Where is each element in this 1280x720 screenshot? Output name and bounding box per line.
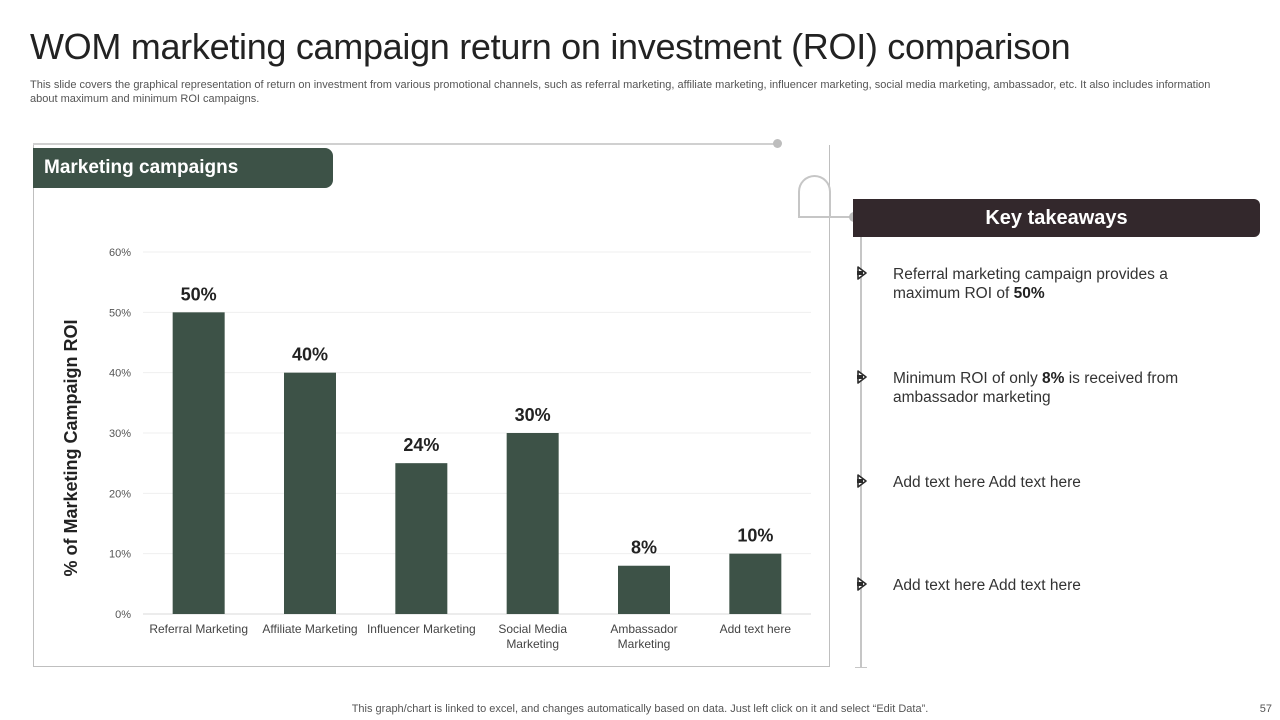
page-subtitle: This slide covers the graphical represen…: [30, 79, 1211, 105]
bar[interactable]: [506, 433, 559, 614]
data-label: 10%: [737, 526, 773, 546]
bar[interactable]: [729, 553, 782, 614]
gridlines: [143, 251, 811, 615]
takeaways-timeline-end: [855, 667, 867, 668]
y-tick-label: 60%: [109, 247, 131, 259]
y-tick-label: 0%: [115, 609, 131, 621]
chart-top-divider: [33, 143, 777, 145]
arrow-bullet-icon: [857, 266, 867, 280]
data-labels: 50% 40% 24% 30% 8% 10%: [181, 284, 774, 557]
x-tick-label: Ambassador Marketing: [610, 622, 677, 651]
takeaway-text: Add text here Add text here: [893, 577, 1081, 594]
data-label: 24%: [403, 435, 439, 455]
arrow-bullet-icon: [857, 474, 867, 488]
page-title: WOM marketing campaign return on investm…: [30, 26, 1071, 67]
y-tick-label: 10%: [109, 549, 131, 561]
y-tick-label: 20%: [109, 488, 131, 500]
arrow-bullet-icon: [857, 577, 867, 591]
data-label: 40%: [292, 345, 328, 365]
data-label: 8%: [631, 538, 657, 558]
bar[interactable]: [172, 312, 225, 614]
chart-top-divider-dot: [773, 139, 782, 148]
takeaway-text: Referral marketing campaign provides a m…: [893, 266, 1168, 302]
connector-arc: [798, 175, 831, 217]
bar[interactable]: [395, 463, 448, 614]
x-tick-label: Add text here: [720, 622, 792, 636]
takeaways-timeline: [860, 237, 862, 668]
bars: [172, 312, 782, 614]
x-tick-label: Referral Marketing: [149, 622, 248, 636]
y-axis-label: % of Marketing Campaign ROI: [61, 319, 81, 576]
arrow-bullet-icon: [857, 370, 867, 384]
y-tick-label: 40%: [109, 368, 131, 380]
bar[interactable]: [618, 565, 670, 614]
chart-panel-header: Marketing campaigns: [33, 148, 333, 188]
takeaway-text: Minimum ROI of only 8% is received from …: [893, 370, 1179, 406]
y-tick-label: 50%: [109, 307, 131, 319]
x-tick-label: Social Media Marketing: [498, 622, 567, 651]
x-tick-label: Affiliate Marketing: [262, 622, 357, 636]
footer-note: This graph/chart is linked to excel, and…: [351, 703, 929, 715]
chart-frame: [33, 145, 830, 667]
page-number: 57: [1259, 703, 1272, 715]
data-label: 50%: [181, 284, 217, 304]
y-tick-label: 30%: [109, 428, 131, 440]
key-takeaways-header: Key takeaways: [853, 199, 1260, 237]
bar[interactable]: [284, 372, 336, 614]
x-axis-ticks: Referral Marketing Affiliate Marketing Inf…: [149, 622, 791, 651]
data-label: 30%: [515, 405, 551, 425]
x-tick-label: Influencer Marketing: [367, 622, 476, 636]
takeaway-text: Add text here Add text here: [893, 474, 1081, 491]
connector-line: [798, 216, 854, 218]
y-axis-ticks: 0% 10% 20% 30% 40% 50% 60%: [109, 247, 131, 621]
